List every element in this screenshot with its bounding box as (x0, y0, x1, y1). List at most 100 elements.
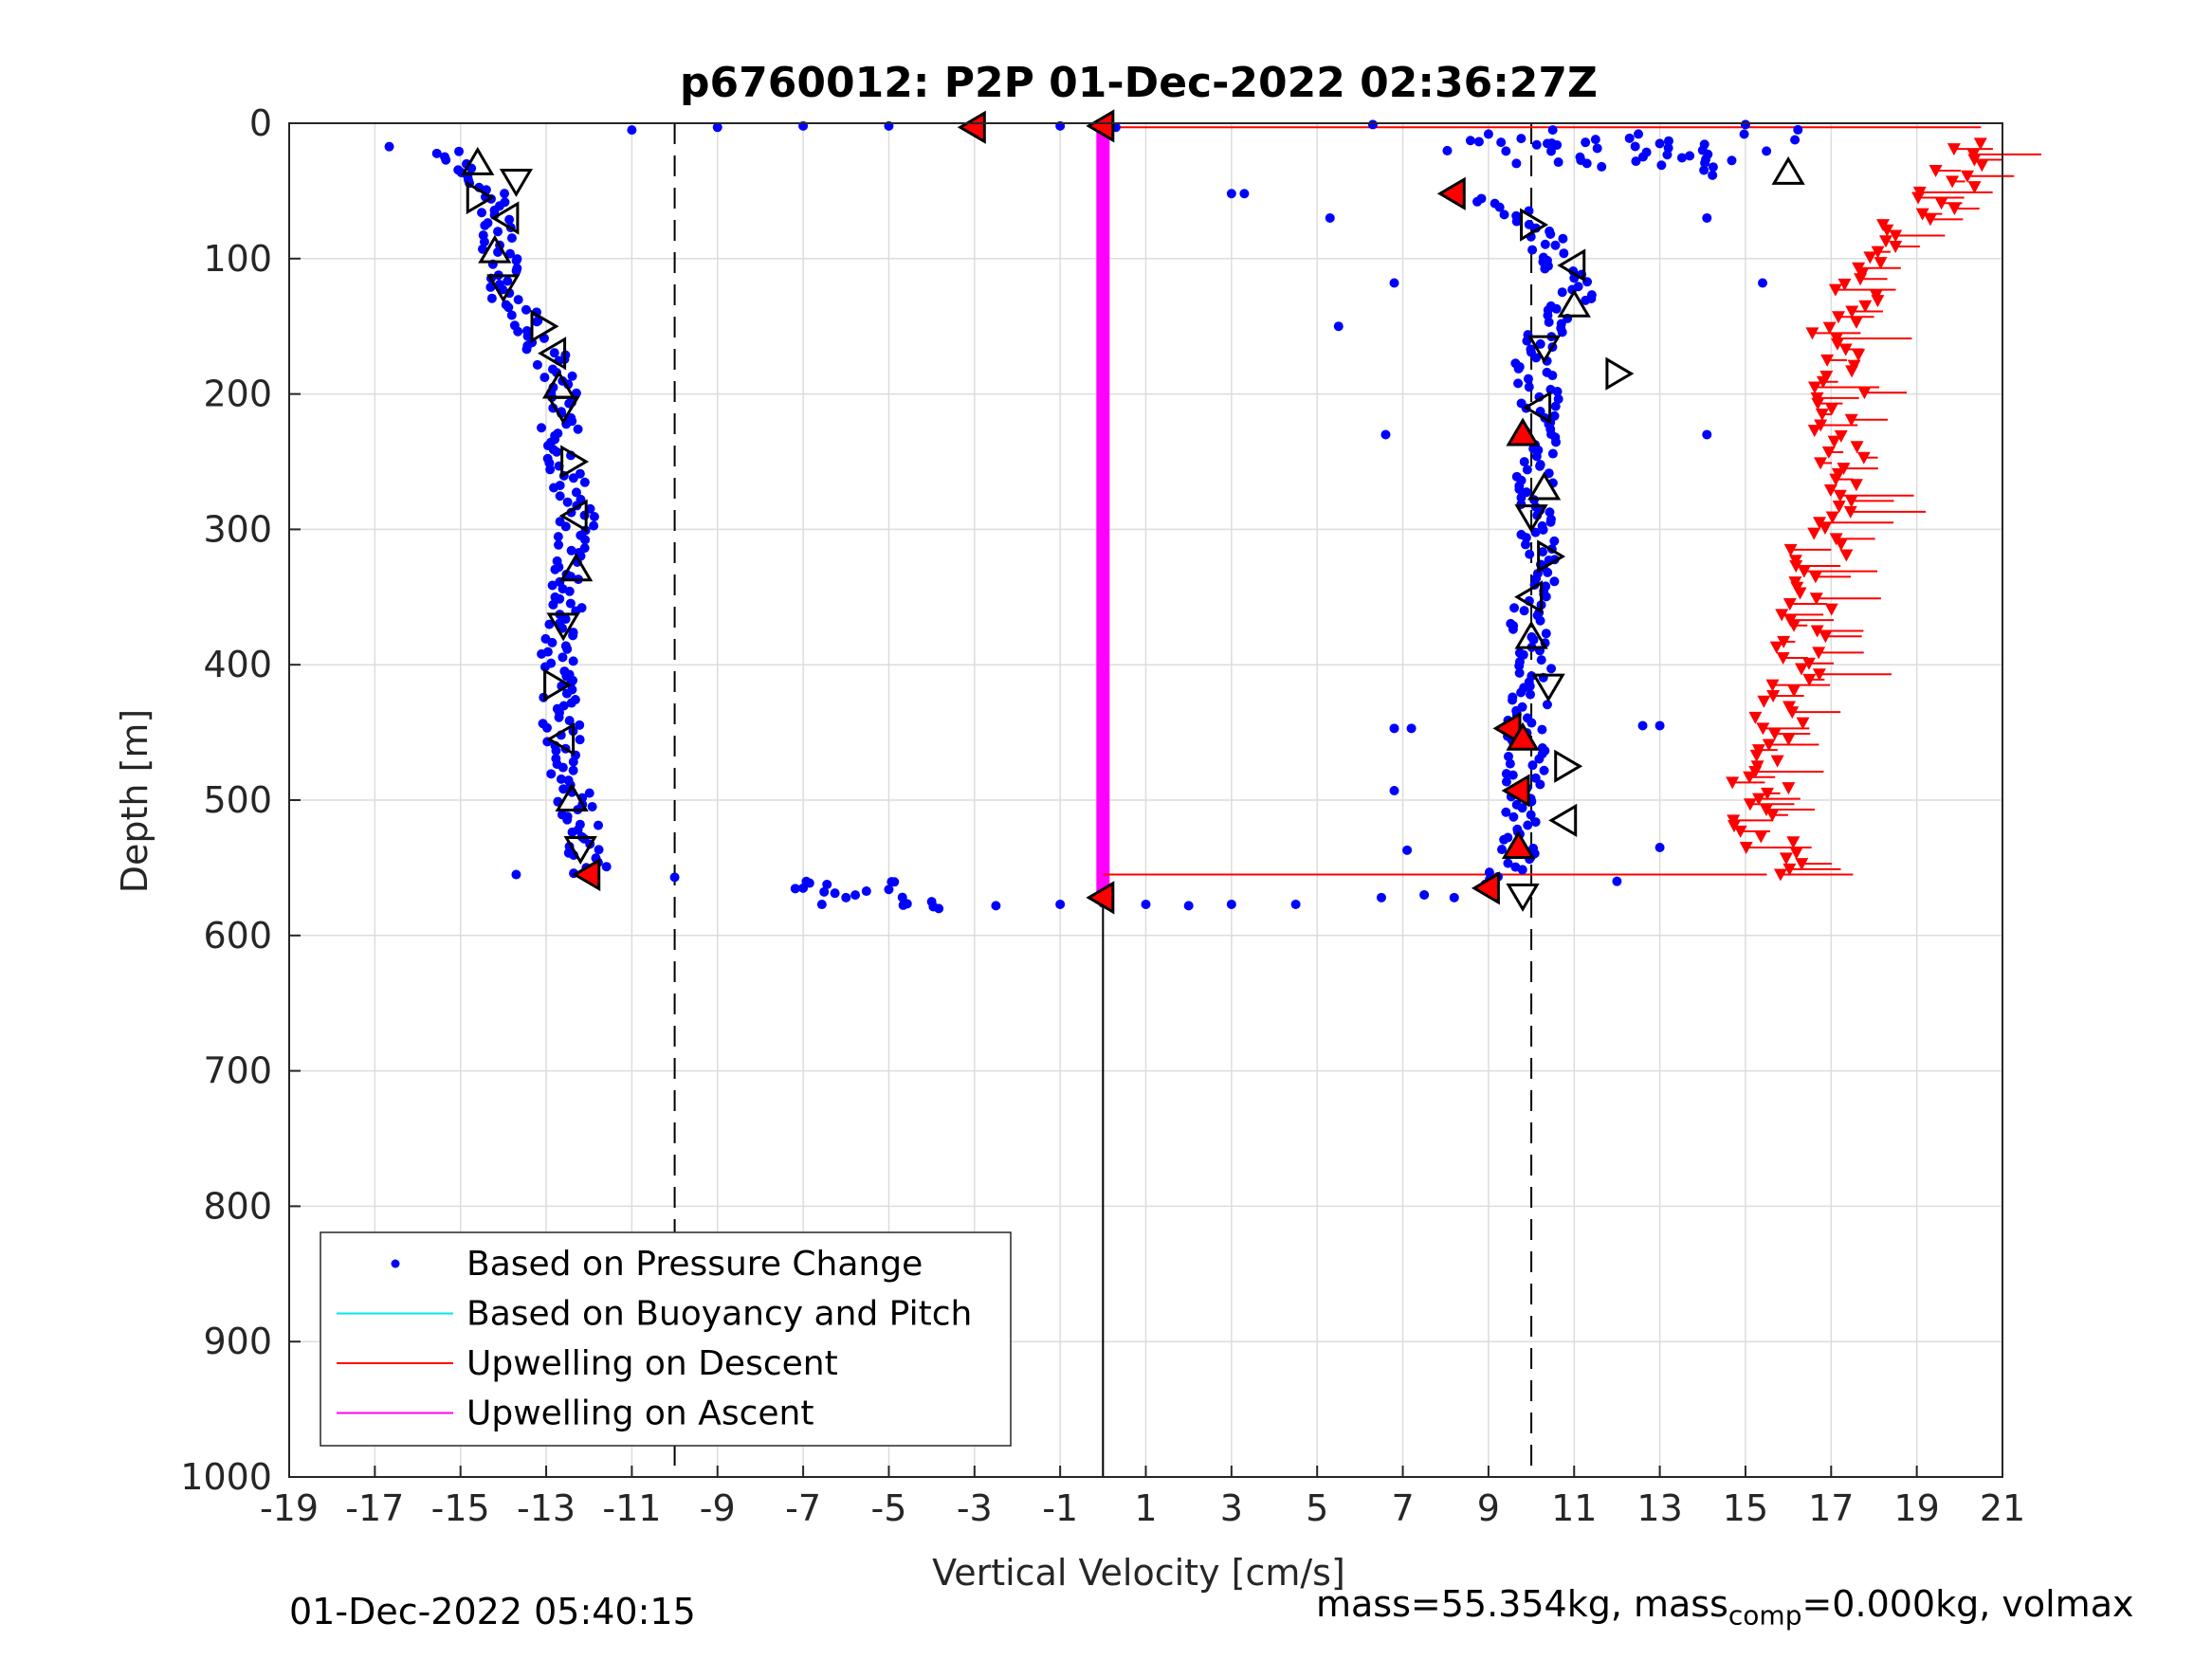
pressure-change-point (1419, 889, 1430, 900)
pressure-change-point (1581, 295, 1591, 305)
pressure-change-point (556, 774, 566, 784)
upwelling-descent-marker (1880, 224, 1894, 237)
upwelling-descent-marker (1743, 798, 1757, 811)
pressure-change-point (1514, 661, 1525, 671)
open-triangle-marker (461, 146, 495, 175)
upwelling-descent-marker (1802, 673, 1817, 686)
upwelling-descent-marker (1854, 273, 1868, 286)
pressure-change-point (1630, 141, 1640, 152)
upwelling-descent-marker (1844, 495, 1858, 508)
red-triangle-marker (1086, 881, 1115, 915)
upwelling-descent-marker (1947, 143, 1961, 156)
pressure-change-point (991, 901, 1001, 911)
upwelling-descent-marker (1787, 684, 1801, 698)
upwelling-descent-marker (1760, 787, 1774, 800)
red-triangle-marker (957, 110, 986, 144)
pressure-change-point (521, 304, 531, 315)
pressure-change-point (1290, 899, 1301, 909)
mass-suffix: =0.000kg, volmax (1801, 1583, 2134, 1625)
pressure-change-point (493, 227, 503, 237)
pressure-change-point (1499, 210, 1509, 220)
upwelling-descent-marker (1733, 825, 1747, 838)
pressure-change-point (1503, 751, 1513, 761)
pressure-change-point (552, 447, 562, 457)
pressure-change-point (1637, 152, 1648, 162)
pressure-change-point (1226, 189, 1236, 199)
x-tick-label: 5 (1306, 1487, 1328, 1529)
red-triangle-marker (1471, 871, 1500, 905)
pressure-change-point (1676, 153, 1687, 163)
upwelling-descent-marker (1769, 641, 1783, 654)
open-triangle-marker (530, 309, 559, 343)
upwelling-descent-marker (1767, 728, 1782, 741)
open-triangle-marker (499, 168, 534, 197)
pressure-change-point (503, 302, 514, 313)
open-triangle-marker (1554, 749, 1583, 783)
upwelling-descent-marker (1843, 505, 1857, 519)
upwelling-descent-marker (1829, 473, 1843, 486)
pressure-change-point (1503, 858, 1513, 868)
pressure-change-point (566, 698, 576, 708)
pressure-change-point (1501, 807, 1511, 817)
upwelling-descent-marker (1782, 733, 1796, 746)
pressure-change-point (587, 801, 597, 811)
pressure-change-point (564, 586, 575, 596)
red-triangle-marker (1086, 109, 1115, 143)
pressure-change-point (1558, 233, 1568, 244)
pressure-change-point (562, 497, 573, 507)
pressure-change-point (1535, 338, 1545, 349)
x-tick-label: 15 (1723, 1487, 1768, 1529)
pressure-change-point (562, 814, 573, 825)
pressure-change-point (558, 652, 568, 663)
open-triangle-marker (546, 612, 580, 642)
open-triangle-marker (1520, 208, 1549, 242)
pressure-change-point (1634, 129, 1644, 139)
pressure-change-point (1516, 492, 1526, 502)
y-tick-label: 400 (203, 644, 272, 685)
pressure-change-point (532, 317, 542, 327)
upwelling-descent-marker (1879, 235, 1893, 248)
pressure-change-point (537, 648, 547, 659)
pressure-change-point (573, 424, 583, 434)
red-triangle-marker (1501, 774, 1530, 808)
pressure-change-point (1141, 899, 1151, 909)
timestamp-text: 01-Dec-2022 05:40:15 (289, 1591, 696, 1632)
pressure-change-point (575, 720, 585, 730)
legend-label: Upwelling on Descent (466, 1344, 838, 1383)
x-tick-label: 13 (1636, 1487, 1682, 1529)
upwelling-descent-marker (1726, 776, 1740, 790)
pressure-change-point (568, 765, 578, 775)
upwelling-descent-marker (1818, 521, 1832, 535)
pressure-change-point (1531, 451, 1542, 462)
pressure-change-point (547, 637, 558, 647)
red-triangle-marker (1506, 417, 1540, 447)
pressure-change-point (1501, 776, 1511, 787)
red-triangle-marker (572, 857, 601, 892)
upwelling-descent-marker (1807, 381, 1821, 394)
pressure-change-point (1540, 264, 1550, 274)
upwelling-descent-marker (1819, 630, 1833, 644)
pressure-change-point (579, 477, 590, 487)
x-tick-label: 3 (1220, 1487, 1243, 1529)
open-triangle-marker (486, 274, 521, 303)
pressure-change-point (479, 237, 489, 247)
pressure-change-point (1389, 786, 1399, 796)
upwelling-descent-marker (1787, 619, 1801, 632)
upwelling-descent-marker (1849, 316, 1863, 329)
pressure-change-point (1521, 533, 1531, 543)
pressure-change-point (902, 899, 912, 909)
pressure-change-point (493, 246, 503, 257)
y-tick-label: 500 (203, 779, 272, 821)
upwelling-descent-marker (1967, 181, 1982, 194)
upwelling-descent-marker (1783, 543, 1798, 556)
open-triangle-marker (1537, 539, 1566, 574)
x-tick-label: 1 (1134, 1487, 1157, 1529)
pressure-change-point (1663, 136, 1673, 146)
open-triangle-marker (1514, 580, 1544, 614)
open-triangle-marker (1506, 883, 1540, 912)
upwelling-descent-marker (1871, 295, 1885, 308)
pressure-change-point (1517, 803, 1527, 813)
pressure-change-point (1183, 901, 1194, 911)
pressure-change-point (553, 532, 563, 542)
pressure-change-point (571, 388, 581, 398)
